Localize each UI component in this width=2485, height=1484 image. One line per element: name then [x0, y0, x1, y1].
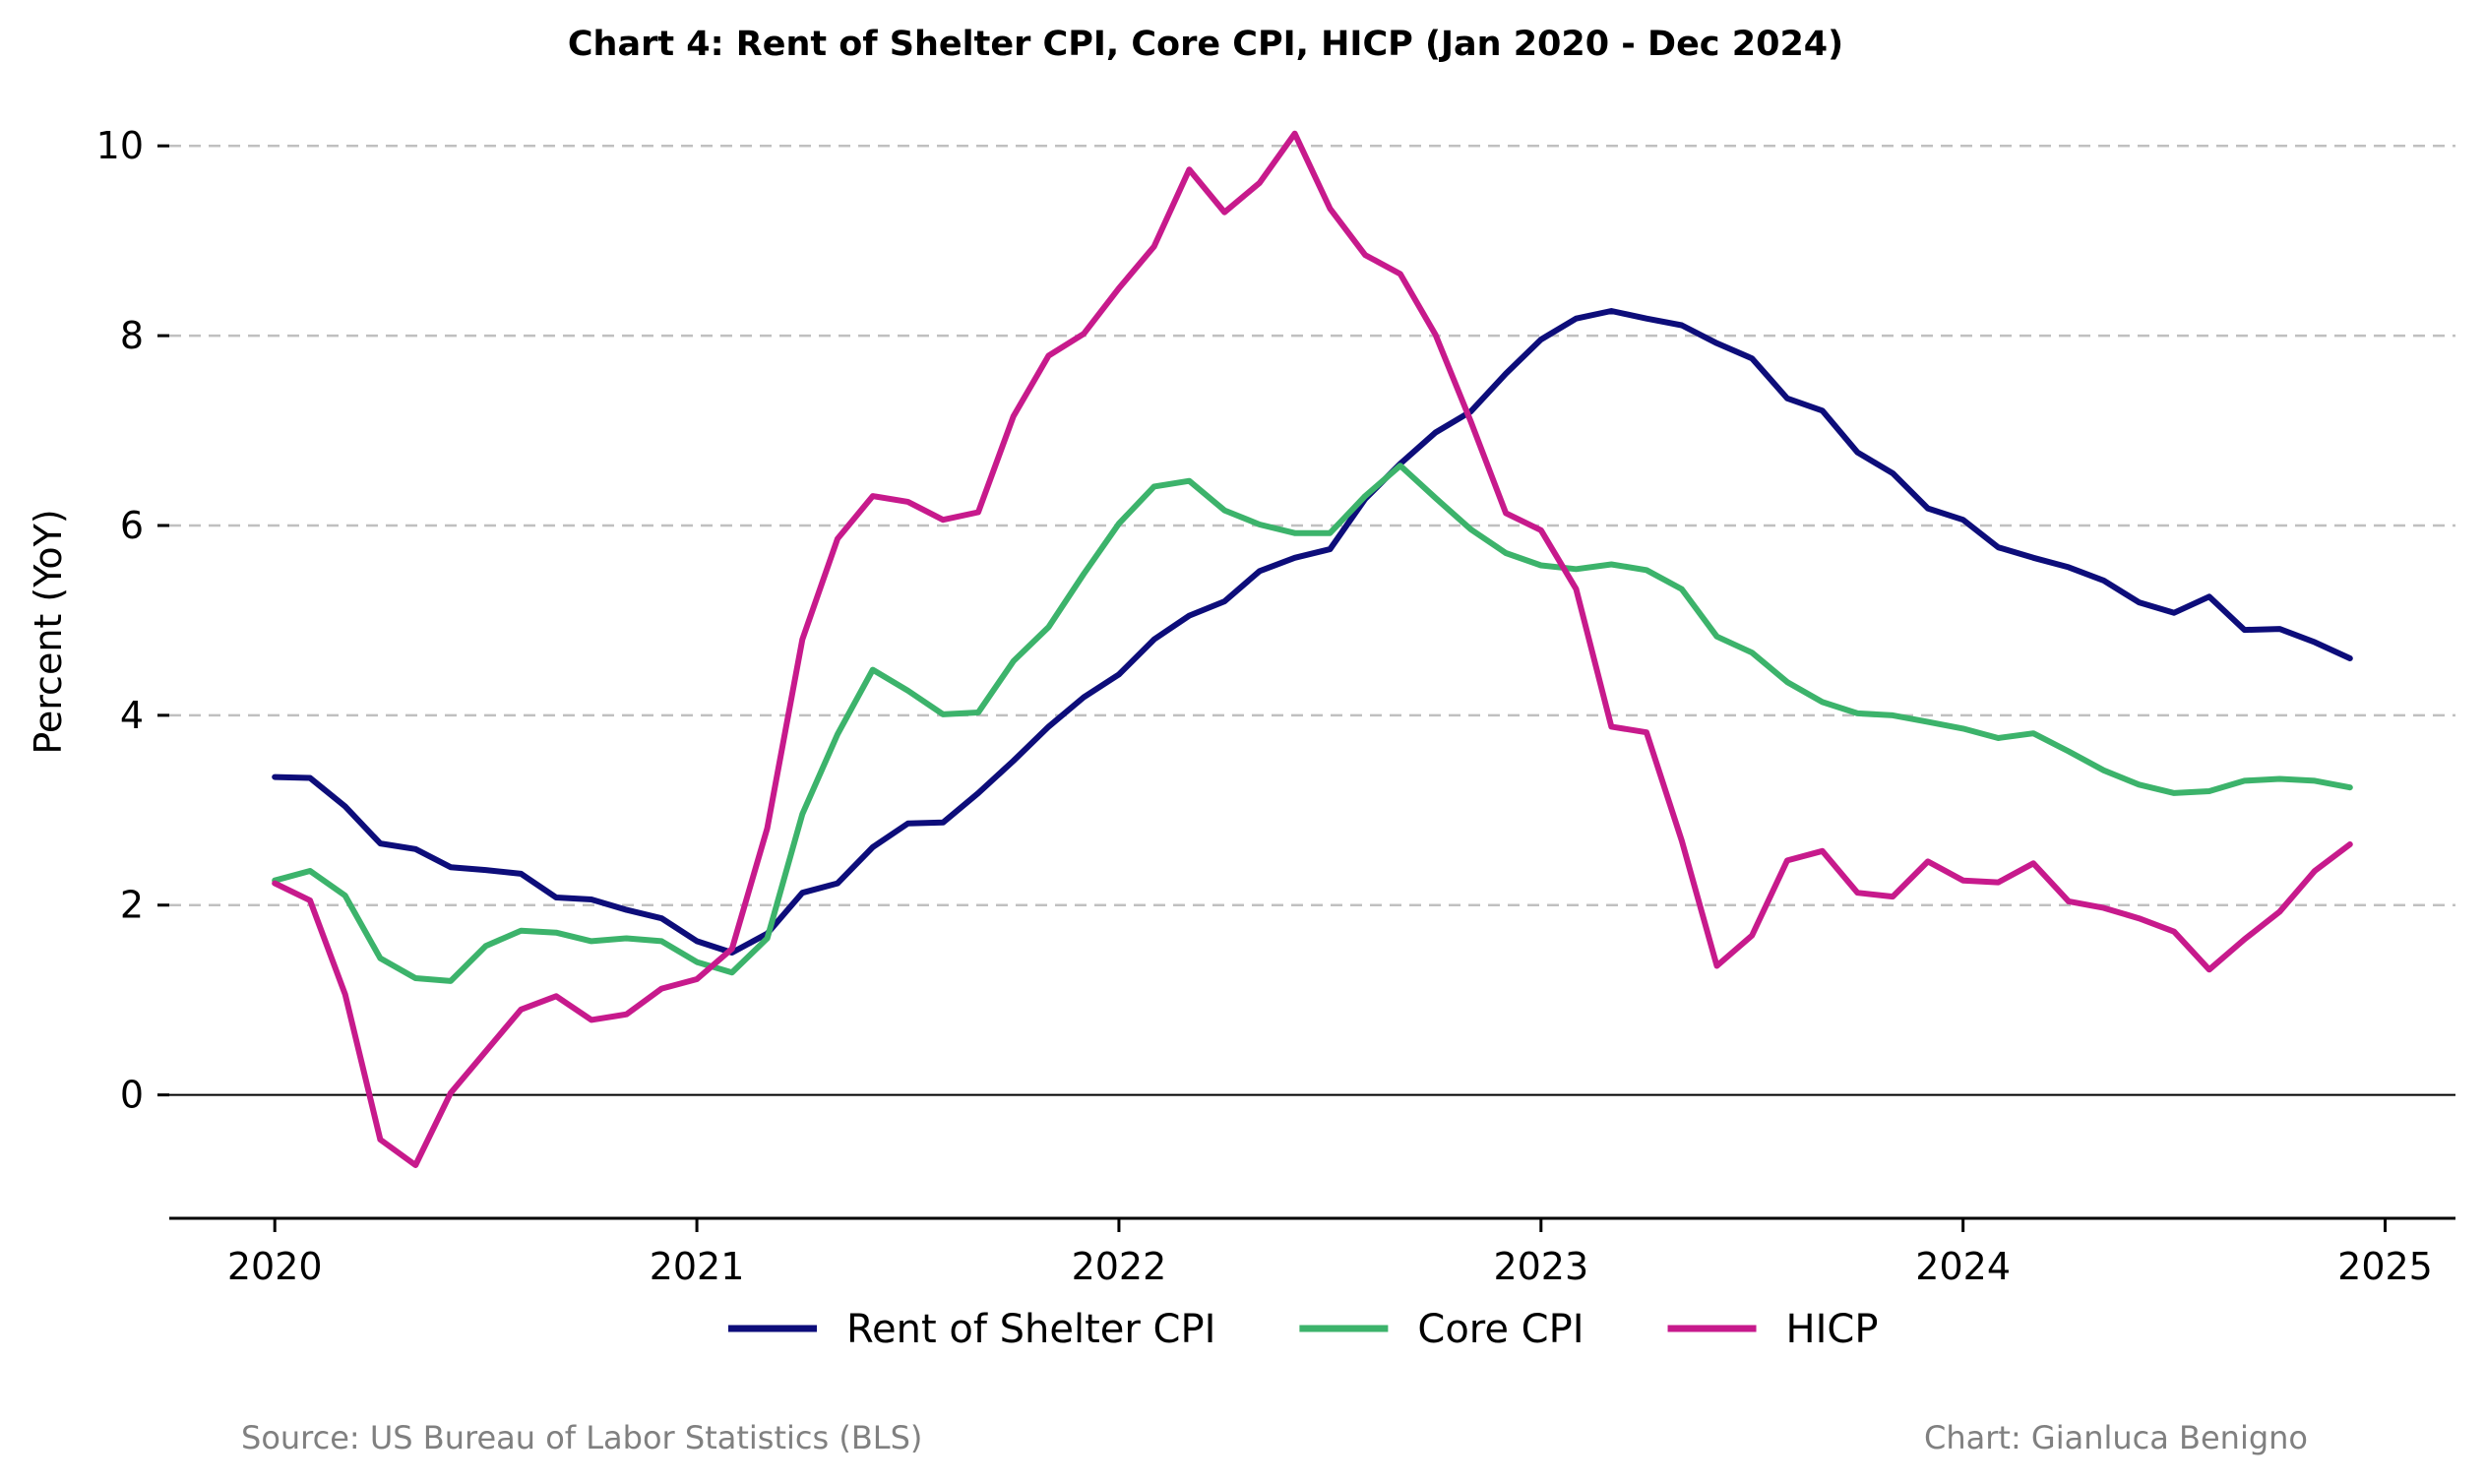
x-tick-label: 2025 — [2337, 1245, 2433, 1288]
source-note: Source: US Bureau of Labor Statistics (B… — [241, 1419, 922, 1456]
x-axis: 2020 2021 2022 2023 2024 2025 — [169, 1216, 2455, 1288]
y-tick-label: 8 — [120, 314, 144, 357]
series-line-hicp — [272, 130, 2353, 1168]
legend-item-core-cpi: Core CPI — [1299, 1307, 1584, 1352]
legend-label: Rent of Shelter CPI — [846, 1307, 1215, 1352]
legend-label: HICP — [1786, 1307, 1879, 1352]
chart-title: Chart 4: Rent of Shelter CPI, Core CPI, … — [568, 25, 1843, 64]
legend-label: Core CPI — [1417, 1307, 1584, 1352]
x-tick-label: 2023 — [1493, 1245, 1588, 1288]
gridlines — [169, 144, 2455, 1096]
series-lines — [272, 130, 2353, 1168]
chart-credit: Chart: Gianluca Benigno — [1924, 1419, 2308, 1456]
x-tick-label: 2021 — [650, 1245, 745, 1288]
y-tick-label: 10 — [96, 124, 144, 167]
y-axis: 0 2 4 6 8 10 — [96, 124, 169, 1117]
legend-item-hicp: HICP — [1667, 1307, 1879, 1352]
y-axis-title: Percent (YoY) — [27, 509, 70, 754]
x-tick-label: 2022 — [1072, 1245, 1167, 1288]
series-line-rent-of-shelter-cpi — [272, 308, 2353, 956]
y-tick-label: 6 — [120, 504, 144, 547]
x-tick-label: 2020 — [227, 1245, 323, 1288]
y-tick-label: 0 — [120, 1074, 144, 1117]
legend-item-rent-of-shelter-cpi: Rent of Shelter CPI — [728, 1307, 1215, 1352]
y-tick-label: 4 — [120, 694, 144, 737]
y-tick-label: 2 — [120, 884, 144, 927]
series-line-core-cpi — [272, 463, 2353, 984]
legend: Rent of Shelter CPI Core CPI HICP — [728, 1307, 1878, 1352]
x-tick-label: 2024 — [1915, 1245, 2011, 1288]
